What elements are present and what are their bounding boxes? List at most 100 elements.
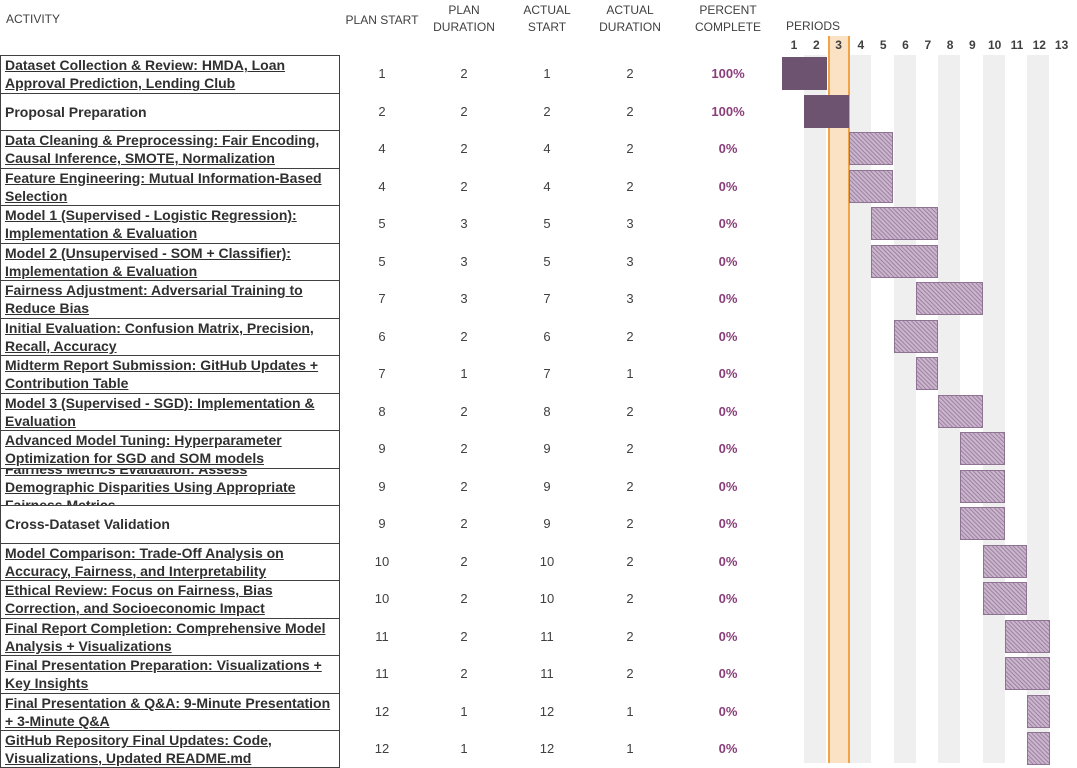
actual-start-cell[interactable]: 8	[543, 403, 551, 419]
gantt-bar[interactable]	[893, 319, 939, 353]
plan-start-cell[interactable]: 7	[378, 366, 386, 381]
plan-duration-cell[interactable]: 2	[460, 628, 468, 644]
plan-start-cell[interactable]: 9	[378, 441, 386, 456]
actual-duration-cell[interactable]: 2	[626, 103, 634, 119]
gantt-bar[interactable]	[1027, 694, 1050, 728]
plan-duration-cell[interactable]: 2	[460, 103, 468, 119]
gantt-bar[interactable]	[1005, 619, 1050, 653]
plan-start-cell[interactable]: 2	[378, 103, 386, 119]
plan-start-cell[interactable]: 11	[375, 628, 389, 644]
activity-cell[interactable]: Final Presentation Preparation: Visualiz…	[0, 655, 340, 693]
plan-start-cell[interactable]: 4	[378, 178, 386, 194]
actual-duration-cell[interactable]: 2	[626, 628, 634, 644]
actual-duration-cell[interactable]: 3	[626, 216, 634, 231]
plan-duration-cell[interactable]: 1	[460, 741, 468, 756]
actual-start-cell[interactable]: 10	[539, 591, 555, 606]
gantt-bar[interactable]	[915, 357, 939, 390]
gantt-bar[interactable]	[960, 432, 1005, 465]
gantt-bar[interactable]	[915, 282, 983, 315]
actual-duration-cell[interactable]: 3	[626, 291, 634, 306]
plan-start-cell[interactable]: 8	[378, 403, 386, 419]
percent-complete-cell[interactable]: 0%	[718, 628, 738, 644]
actual-duration-cell[interactable]: 2	[626, 591, 634, 606]
actual-duration-cell[interactable]: 2	[626, 178, 634, 194]
gantt-bar[interactable]	[804, 94, 849, 128]
percent-complete-cell[interactable]: 0%	[718, 291, 738, 306]
actual-start-cell[interactable]: 5	[543, 253, 551, 269]
plan-start-cell[interactable]: 12	[374, 703, 390, 719]
actual-start-cell[interactable]: 9	[543, 441, 551, 456]
gantt-bar[interactable]	[1027, 732, 1050, 765]
actual-start-cell[interactable]: 7	[543, 291, 551, 306]
actual-duration-cell[interactable]: 2	[626, 441, 634, 456]
gantt-bar[interactable]	[982, 544, 1028, 578]
plan-duration-cell[interactable]: 2	[460, 553, 468, 569]
gantt-bar[interactable]	[871, 244, 939, 278]
percent-complete-cell[interactable]: 0%	[718, 366, 738, 381]
activity-cell[interactable]: Final Report Completion: Comprehensive M…	[0, 617, 340, 655]
percent-complete-cell[interactable]: 0%	[718, 703, 738, 719]
gantt-bar[interactable]	[982, 582, 1028, 615]
plan-start-cell[interactable]: 12	[374, 741, 390, 756]
percent-complete-cell[interactable]: 0%	[718, 666, 738, 681]
actual-start-cell[interactable]: 9	[543, 516, 551, 531]
percent-complete-cell[interactable]: 0%	[718, 253, 738, 269]
actual-duration-cell[interactable]: 2	[626, 403, 634, 419]
actual-duration-cell[interactable]: 1	[626, 703, 634, 719]
plan-duration-cell[interactable]: 1	[460, 703, 468, 719]
percent-complete-cell[interactable]: 0%	[718, 403, 738, 419]
plan-duration-cell[interactable]: 2	[460, 666, 468, 681]
plan-duration-cell[interactable]: 3	[460, 291, 468, 306]
actual-start-cell[interactable]: 7	[543, 366, 551, 381]
plan-start-cell[interactable]: 5	[378, 253, 386, 269]
activity-cell[interactable]: Midterm Report Submission: GitHub Update…	[0, 355, 340, 393]
actual-duration-cell[interactable]: 2	[626, 553, 634, 569]
plan-start-cell[interactable]: 9	[378, 516, 386, 531]
plan-start-cell[interactable]: 11	[375, 666, 389, 681]
plan-duration-cell[interactable]: 2	[460, 178, 468, 194]
actual-start-cell[interactable]: 12	[539, 741, 555, 756]
plan-duration-cell[interactable]: 3	[460, 216, 468, 231]
actual-duration-cell[interactable]: 1	[626, 741, 634, 756]
activity-cell[interactable]: Proposal Preparation	[0, 92, 340, 130]
actual-start-cell[interactable]: 6	[543, 328, 551, 344]
activity-cell[interactable]: Advanced Model Tuning: Hyperparameter Op…	[0, 430, 340, 468]
activity-cell[interactable]: Dataset Collection & Review: HMDA, Loan …	[0, 55, 340, 93]
activity-cell[interactable]: Model Comparison: Trade-Off Analysis on …	[0, 542, 340, 580]
actual-duration-cell[interactable]: 3	[626, 253, 634, 269]
percent-complete-cell[interactable]: 100%	[711, 103, 745, 119]
activity-cell[interactable]: GitHub Repository Final Updates: Code, V…	[0, 730, 340, 768]
actual-duration-cell[interactable]: 2	[626, 478, 634, 494]
activity-cell[interactable]: Final Presentation & Q&A: 9-Minute Prese…	[0, 692, 340, 730]
percent-complete-cell[interactable]: 0%	[718, 516, 738, 531]
plan-duration-cell[interactable]: 2	[460, 516, 468, 531]
plan-duration-cell[interactable]: 2	[460, 441, 468, 456]
activity-cell[interactable]: Fairness Metrics Evaluation: Assess Demo…	[0, 467, 340, 505]
gantt-bar[interactable]	[848, 132, 894, 165]
activity-cell[interactable]: Fairness Adjustment: Adversarial Trainin…	[0, 280, 340, 318]
percent-complete-cell[interactable]: 0%	[718, 441, 738, 456]
percent-complete-cell[interactable]: 0%	[718, 216, 738, 231]
percent-complete-cell[interactable]: 100%	[711, 66, 745, 81]
percent-complete-cell[interactable]: 0%	[718, 553, 738, 569]
actual-start-cell[interactable]: 4	[543, 141, 551, 156]
plan-start-cell[interactable]: 10	[374, 553, 390, 569]
plan-duration-cell[interactable]: 2	[460, 478, 468, 494]
plan-duration-cell[interactable]: 3	[460, 253, 468, 269]
actual-start-cell[interactable]: 5	[543, 216, 551, 231]
plan-duration-cell[interactable]: 2	[460, 66, 468, 81]
percent-complete-cell[interactable]: 0%	[718, 328, 738, 344]
plan-duration-cell[interactable]: 1	[460, 366, 468, 381]
plan-start-cell[interactable]: 6	[378, 328, 386, 344]
plan-start-cell[interactable]: 1	[378, 66, 386, 81]
activity-cell[interactable]: Cross-Dataset Validation	[0, 505, 340, 543]
percent-complete-cell[interactable]: 0%	[718, 478, 738, 494]
activity-cell[interactable]: Initial Evaluation: Confusion Matrix, Pr…	[0, 317, 340, 355]
activity-cell[interactable]: Model 1 (Supervised - Logistic Regressio…	[0, 205, 340, 243]
plan-start-cell[interactable]: 7	[378, 291, 386, 306]
actual-start-cell[interactable]: 4	[543, 178, 551, 194]
gantt-bar[interactable]	[960, 507, 1005, 540]
gantt-bar[interactable]	[848, 169, 894, 203]
plan-duration-cell[interactable]: 2	[460, 141, 468, 156]
activity-cell[interactable]: Feature Engineering: Mutual Information-…	[0, 167, 340, 205]
